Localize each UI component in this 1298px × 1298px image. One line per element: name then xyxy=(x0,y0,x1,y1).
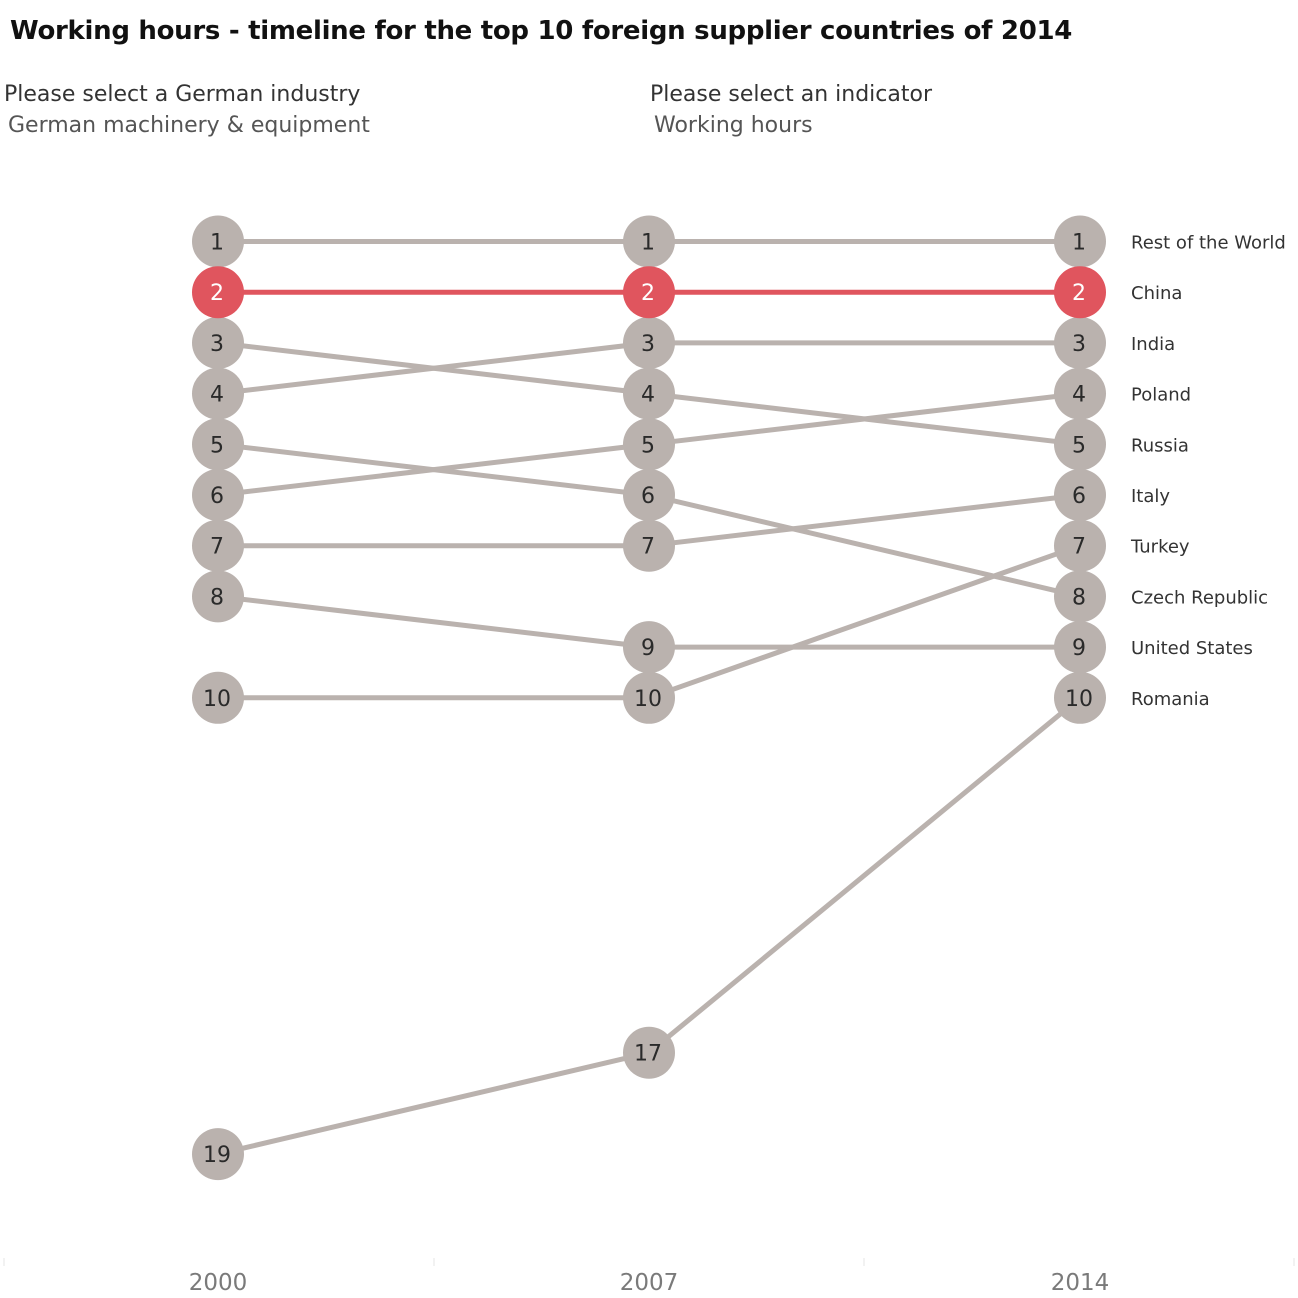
chart-title: Working hours - timeline for the top 10 … xyxy=(10,16,1073,46)
industry-filter-label: Please select a German industry xyxy=(4,82,361,107)
x-tick-label-2014: 2014 xyxy=(1051,1270,1110,1296)
rank-label-united-states-2000: 8 xyxy=(210,585,224,610)
rank-marker-china-2014 xyxy=(1054,266,1106,319)
rank-marker-italy-2014 xyxy=(1054,469,1106,521)
rank-label-rest-of-the-world-2007: 1 xyxy=(641,231,655,256)
rank-marker-romania-2007 xyxy=(623,1026,675,1079)
rank-label-czech-republic-2000: 5 xyxy=(210,433,224,458)
series-name-united-states: United States xyxy=(1131,638,1253,659)
rank-marker-poland-2007 xyxy=(623,418,675,471)
rank-label-italy-2007: 7 xyxy=(641,535,655,560)
rank-label-romania-2014: 10 xyxy=(1065,687,1093,712)
rank-marker-united-states-2000 xyxy=(192,570,244,623)
rank-marker-rest-of-the-world-2007 xyxy=(623,215,675,268)
series-name-china: China xyxy=(1131,283,1182,304)
rank-label-china-2000: 2 xyxy=(210,281,224,306)
industry-filter-value[interactable]: German machinery & equipment xyxy=(8,113,370,138)
rank-marker-romania-2000 xyxy=(192,1128,244,1181)
rank-marker-united-states-2007 xyxy=(623,621,675,674)
rank-marker-india-2000 xyxy=(192,367,244,420)
rank-marker-china-2007 xyxy=(623,266,675,319)
series-name-russia: Russia xyxy=(1131,435,1189,456)
series-name-czech-republic: Czech Republic xyxy=(1131,587,1268,608)
rank-marker-italy-2000 xyxy=(192,519,244,572)
series-name-rest-of-the-world: Rest of the World xyxy=(1131,233,1286,254)
series-line-romania xyxy=(217,695,1082,1157)
rank-label-russia-2007: 4 xyxy=(641,383,655,408)
indicator-filter-value[interactable]: Working hours xyxy=(654,113,813,138)
rank-label-china-2007: 2 xyxy=(641,281,655,306)
series-markers: 1 1 1 4 3 3 6 5 4 3 4 5 7 7 6 10 10 7 5 6 8 8 9 9 19 17 10 2 2 2 xyxy=(192,215,1106,1181)
rank-label-india-2014: 3 xyxy=(1072,332,1086,357)
series-name-poland: Poland xyxy=(1131,385,1191,406)
rank-marker-russia-2007 xyxy=(623,367,675,420)
rank-label-poland-2007: 5 xyxy=(641,433,655,458)
rank-label-romania-2007: 17 xyxy=(634,1042,662,1067)
rank-label-india-2007: 3 xyxy=(641,332,655,357)
rank-marker-india-2007 xyxy=(623,316,675,369)
rank-label-czech-republic-2007: 6 xyxy=(641,484,655,509)
rank-label-poland-2014: 4 xyxy=(1072,383,1086,408)
rank-label-united-states-2007: 9 xyxy=(641,636,655,661)
series-name-turkey: Turkey xyxy=(1130,537,1190,558)
rank-label-rest-of-the-world-2000: 1 xyxy=(210,231,224,256)
x-tick-label-2007: 2007 xyxy=(620,1270,679,1296)
rank-marker-india-2014 xyxy=(1054,316,1106,369)
rank-label-turkey-2014: 7 xyxy=(1072,535,1086,560)
rank-label-italy-2014: 6 xyxy=(1072,484,1086,509)
rank-label-rest-of-the-world-2014: 1 xyxy=(1072,231,1086,256)
rank-marker-turkey-2007 xyxy=(623,671,675,724)
rank-marker-italy-2007 xyxy=(623,519,675,572)
rank-label-turkey-2000: 10 xyxy=(203,687,231,712)
rank-marker-united-states-2014 xyxy=(1054,621,1106,674)
rank-label-india-2000: 4 xyxy=(210,383,224,408)
indicator-filter[interactable]: Please select an indicator Working hours xyxy=(650,82,932,138)
rank-label-china-2014: 2 xyxy=(1072,281,1086,306)
rank-label-romania-2000: 19 xyxy=(203,1143,231,1168)
series-names: Rest of the World China India Poland Russia I… xyxy=(1130,233,1286,710)
rank-label-united-states-2014: 9 xyxy=(1072,636,1086,661)
rank-marker-russia-2014 xyxy=(1054,418,1106,471)
rank-marker-czech-republic-2007 xyxy=(623,469,675,521)
rank-marker-czech-republic-2014 xyxy=(1054,570,1106,623)
rank-label-italy-2000: 7 xyxy=(210,535,224,560)
rank-marker-china-2000 xyxy=(192,266,244,319)
indicator-filter-label: Please select an indicator xyxy=(650,82,933,107)
rank-marker-romania-2014 xyxy=(1054,671,1106,724)
series-name-india: India xyxy=(1131,334,1175,355)
rank-marker-turkey-2014 xyxy=(1054,519,1106,572)
x-tick-label-2000: 2000 xyxy=(189,1270,248,1296)
series-name-italy: Italy xyxy=(1131,486,1170,507)
rank-label-russia-2014: 5 xyxy=(1072,433,1086,458)
rank-label-turkey-2007: 10 xyxy=(634,687,662,712)
rank-label-czech-republic-2014: 8 xyxy=(1072,585,1086,610)
series-name-romania: Romania xyxy=(1131,689,1210,710)
rank-marker-poland-2014 xyxy=(1054,367,1106,420)
industry-filter[interactable]: Please select a German industry German m… xyxy=(4,82,370,138)
rank-label-russia-2000: 3 xyxy=(210,332,224,357)
rank-marker-russia-2000 xyxy=(192,316,244,369)
rank-marker-rest-of-the-world-2014 xyxy=(1054,215,1106,268)
rank-label-poland-2000: 6 xyxy=(210,484,224,509)
rank-marker-czech-republic-2000 xyxy=(192,418,244,471)
rank-marker-turkey-2000 xyxy=(192,671,244,724)
rank-marker-rest-of-the-world-2000 xyxy=(192,215,244,268)
x-axis: 2000 2007 2014 xyxy=(3,1258,1295,1296)
rank-marker-poland-2000 xyxy=(192,469,244,521)
